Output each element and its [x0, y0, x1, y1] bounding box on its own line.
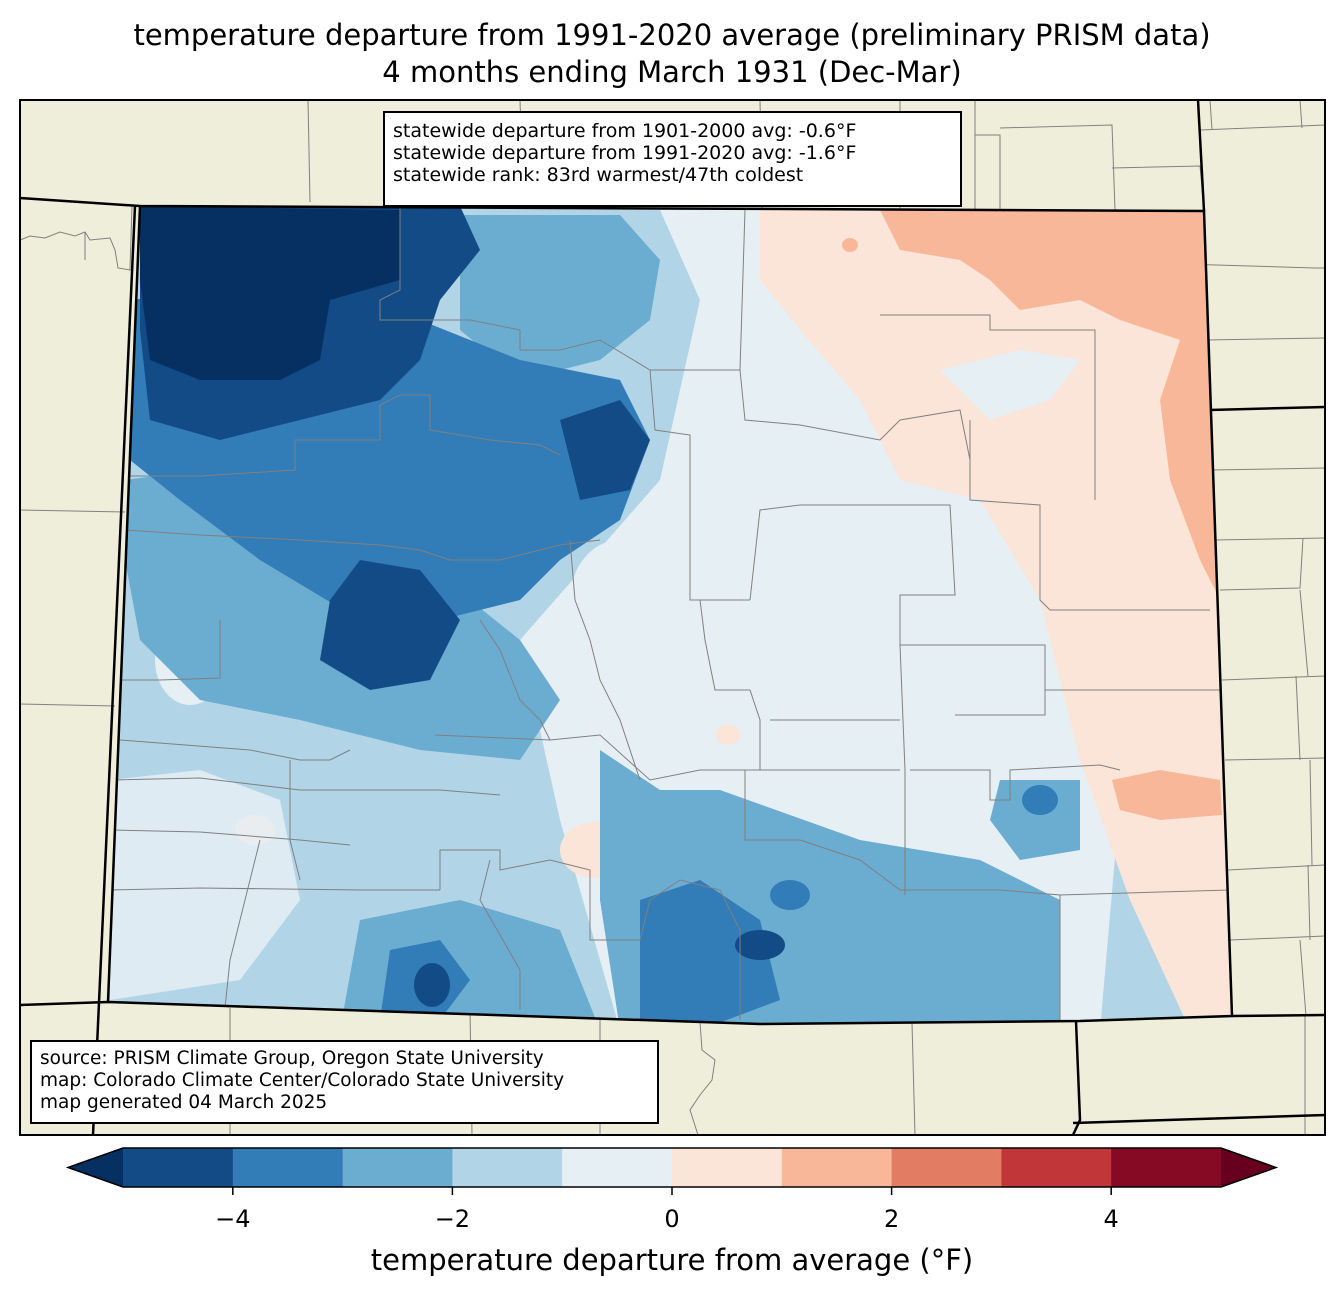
colorbar-bin-2 — [342, 1148, 453, 1187]
colorbar-tick-label-4: 4 — [1103, 1205, 1119, 1233]
colorbar-tick-label-3: 2 — [883, 1205, 900, 1233]
colorbar-tick-label-0: −4 — [215, 1205, 251, 1233]
state-boundaries — [19, 99, 1326, 1136]
colorbar-bin-3 — [452, 1148, 563, 1187]
colorbar-extend-high — [1221, 1148, 1276, 1187]
statewide-stats-box: statewide departure from 1901-2000 avg: … — [383, 111, 962, 207]
stats-line-1: statewide departure from 1901-2000 avg: … — [393, 120, 857, 142]
source-line-2: map: Colorado Climate Center/Colorado St… — [40, 1070, 565, 1091]
stats-line-3: statewide rank: 83rd warmest/47th coldes… — [393, 164, 804, 186]
map-frame-content — [20, 100, 1325, 1135]
stats-line-2: statewide departure from 1991-2020 avg: … — [393, 142, 857, 164]
map-title: temperature departure from 1991-2020 ave… — [133, 18, 1211, 52]
colorbar-bin-9 — [1111, 1148, 1222, 1187]
colorado-county-lines — [108, 206, 1231, 1024]
colorbar-bin-6 — [781, 1148, 893, 1187]
map-frame — [19, 99, 1326, 1136]
source-line-1: source: PRISM Climate Group, Oregon Stat… — [40, 1048, 544, 1069]
source-credit-box: source: PRISM Climate Group, Oregon Stat… — [30, 1040, 659, 1124]
source-line-3: map generated 04 March 2025 — [40, 1092, 328, 1113]
colorbar-bin-8 — [1001, 1148, 1112, 1187]
colorbar-label: temperature departure from average (°F) — [370, 1243, 974, 1277]
map-subtitle: 4 months ending March 1931 (Dec-Mar) — [382, 55, 962, 89]
colorbar-bin-4 — [562, 1148, 673, 1187]
colorbar — [65, 1147, 1279, 1195]
colorbar-bin-7 — [891, 1148, 1002, 1187]
colorbar-extend-low — [68, 1148, 123, 1187]
temperature-anomaly-field — [108, 206, 1232, 1024]
colorbar-bin-1 — [232, 1148, 344, 1187]
colorbar-bin-5 — [672, 1148, 783, 1187]
colorbar-bin-0 — [123, 1148, 234, 1187]
colorbar-tick-label-1: −2 — [434, 1205, 471, 1233]
colorbar-outline — [65, 1147, 1279, 1188]
colorbar-tick-label-2: 0 — [664, 1205, 680, 1233]
